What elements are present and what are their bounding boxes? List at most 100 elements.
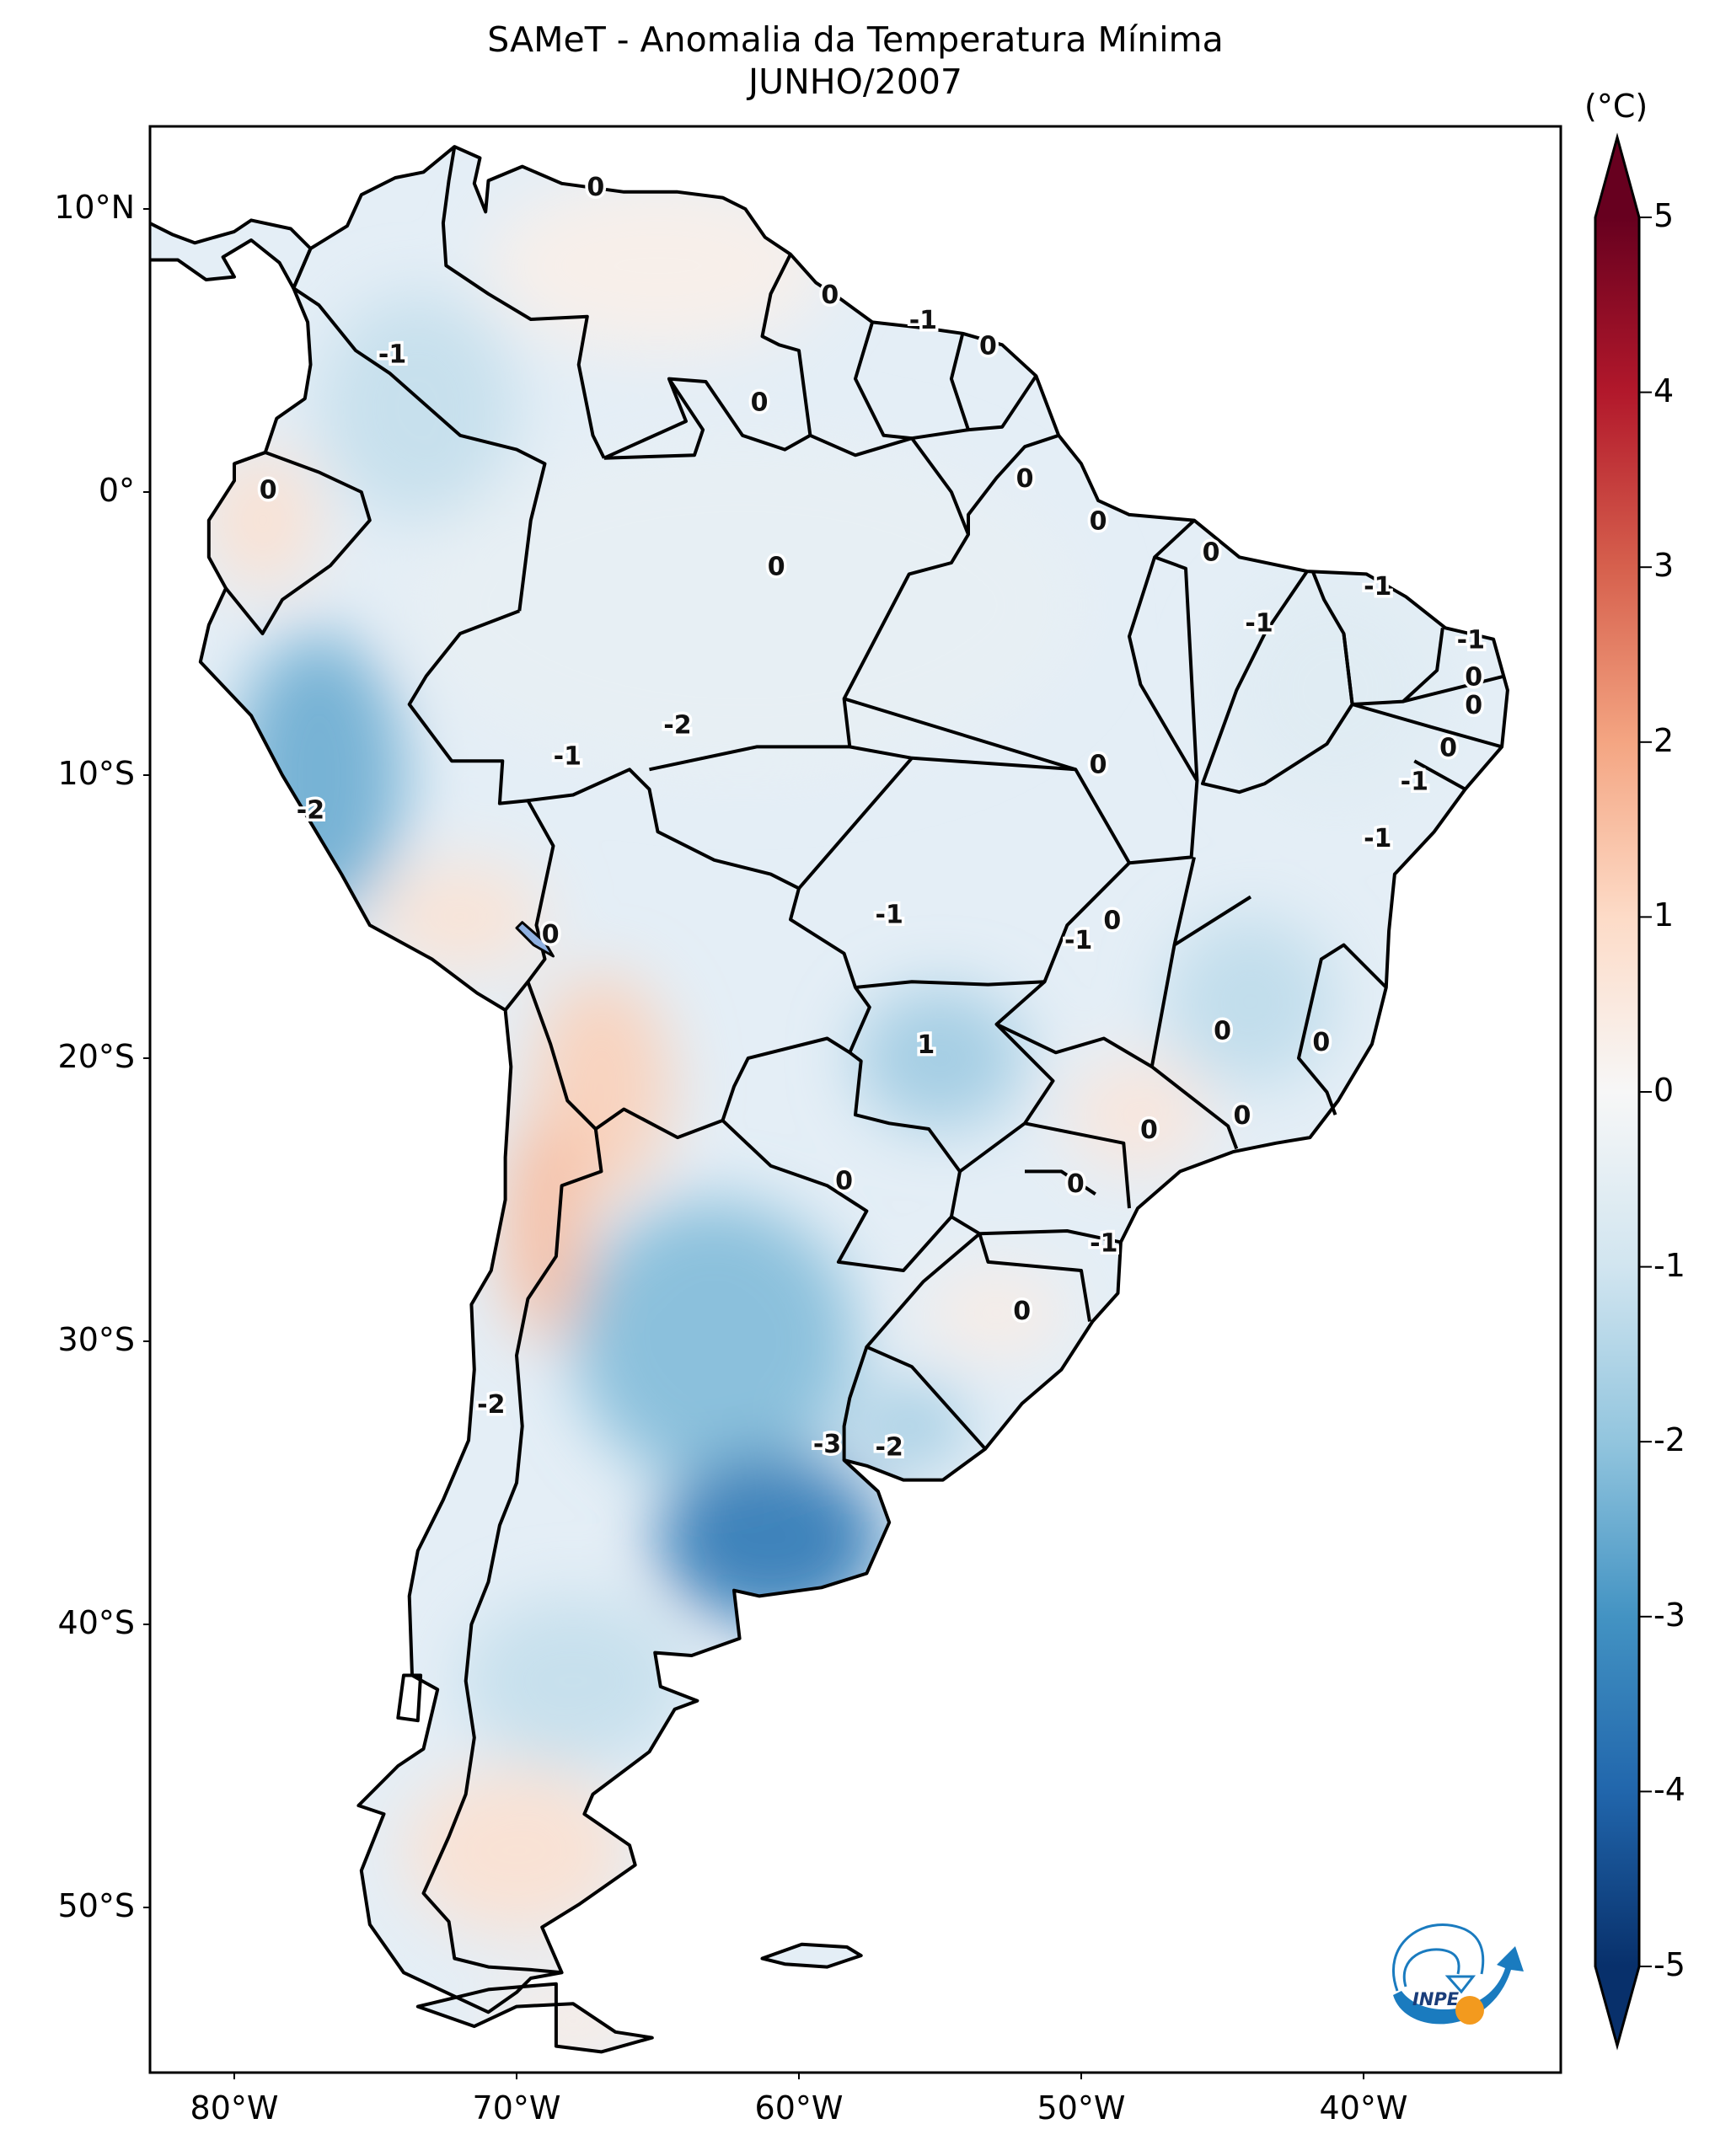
colorbar [1594,132,1652,2051]
contour-label: -1 [1457,626,1485,655]
colorbar-tick-label: 4 [1653,372,1675,409]
colorbar-tick-label: 2 [1653,721,1675,759]
country-border [958,1023,1055,1174]
contour-label: -1 [1245,609,1273,639]
country-border [1402,674,1505,704]
country-border [994,856,1196,1069]
country-border [797,757,914,890]
country-border [441,146,606,459]
coastline-falklands [760,1942,863,1969]
country-border [849,519,1199,865]
colorbar-ticks [1639,217,1652,1967]
colorbar-tick-label: -1 [1653,1246,1685,1284]
contour-label: -3 [813,1430,841,1459]
anomaly-region [488,180,828,350]
country-border [844,697,1076,772]
contour-label: -1 [1401,768,1428,797]
contour-label: 0 [1067,1169,1085,1199]
country-border [950,1215,1122,1244]
title-line-2: JUNHO/2007 [748,62,963,102]
country-border [1173,895,1252,947]
lat-tick-label: 30°S [57,1321,135,1358]
anomaly-region [488,1978,658,2052]
anomaly-region [855,1383,968,1469]
country-border [649,437,970,772]
colorbar-tick-label: -4 [1653,1771,1685,1809]
contour-label: -1 [1364,572,1391,602]
contour-label: 0 [1465,662,1482,692]
anomaly-region [855,987,1025,1129]
lon-tick-label: 50°W [1037,2089,1126,2127]
contour-label: 0 [1090,751,1107,780]
contour-label: -1 [909,306,937,335]
country-border [842,1346,869,1461]
country-border [526,768,871,1140]
contour-label: -1 [876,901,903,930]
anomaly-region [404,435,1081,776]
country-border [292,286,547,612]
colorbar-tick-label: -3 [1653,1596,1685,1634]
logo-inner-swirl [1402,1948,1460,1987]
inpe-logo: INPE [1391,1923,1524,2025]
contour-label: 0 [751,388,769,417]
lat-tick-label: 50°S [57,1887,135,1924]
contour-label: 0 [1090,507,1107,537]
contour-label: -2 [297,795,324,825]
logo-text: INPE [1412,1989,1460,2009]
lat-tick-label: 40°S [57,1604,135,1641]
contour-label: 0 [1312,1028,1330,1057]
contour-label: -1 [1090,1228,1117,1258]
anomaly-region [319,293,517,521]
contour-label: 0 [821,281,839,310]
country-border [407,609,555,1012]
map-frame [148,125,1562,2074]
country-border [1154,555,1199,781]
colorbar-tick-label: 3 [1653,547,1675,585]
country-border [1297,943,1388,1115]
country-border [603,377,705,460]
contour-label: 0 [1234,1101,1251,1131]
anomaly-region [925,1271,1068,1356]
anomaly-region [234,634,404,917]
anomaly-region [573,1200,855,1483]
coastline [198,145,1509,2014]
country-border [421,1099,603,1975]
country-border [967,433,1059,535]
contour-label: -2 [477,1390,505,1420]
contour-label: -1 [1364,824,1391,853]
contour-label: -1 [554,741,581,771]
contour-label: 0 [1439,733,1457,762]
country-border [809,428,969,457]
contour-label: 0 [1013,1297,1031,1326]
axis-ticks [143,208,1364,2079]
country-border [1025,1169,1096,1196]
colorbar-tick-label: 5 [1653,197,1675,234]
logo-down-arrow-icon [1444,1975,1476,1994]
lat-tick-label: 0° [98,472,135,509]
anomaly-region [1067,1058,1208,1172]
lon-tick-label: 40°W [1319,2089,1408,2127]
colorbar-extend-high [1595,137,1639,217]
lat-tick-label: 20°S [57,1038,135,1075]
contour-label: 0 [835,1166,853,1196]
country-border [1413,759,1466,791]
country-border [978,1233,1091,1322]
country-borders [150,145,1509,2054]
coastline-chiloe [396,1673,423,1723]
contour-label: -1 [1064,926,1092,955]
colorbar-tick-label: 0 [1653,1072,1675,1109]
chart-title: SAMeT - Anomalia da Temperatura Mínima J… [150,19,1561,103]
anomaly-region [1166,917,1336,1087]
contour-label: 0 [1016,464,1034,494]
lon-tick-label: 60°W [754,2089,844,2127]
anomaly-region [657,1454,884,1624]
map-area: 00-10-100 000 0-1-1-100-2-1 00-1-2-1-1 0-100… [150,145,1509,2054]
contour-label: 0 [1140,1115,1158,1145]
contour-label: -2 [876,1432,903,1462]
lat-tick-label: 10°S [57,755,135,792]
contour-label: 0 [587,173,604,202]
lon-tick-label: 70°W [472,2089,561,2127]
contour-label: 0 [768,552,785,581]
contour-label: 0 [260,476,277,506]
